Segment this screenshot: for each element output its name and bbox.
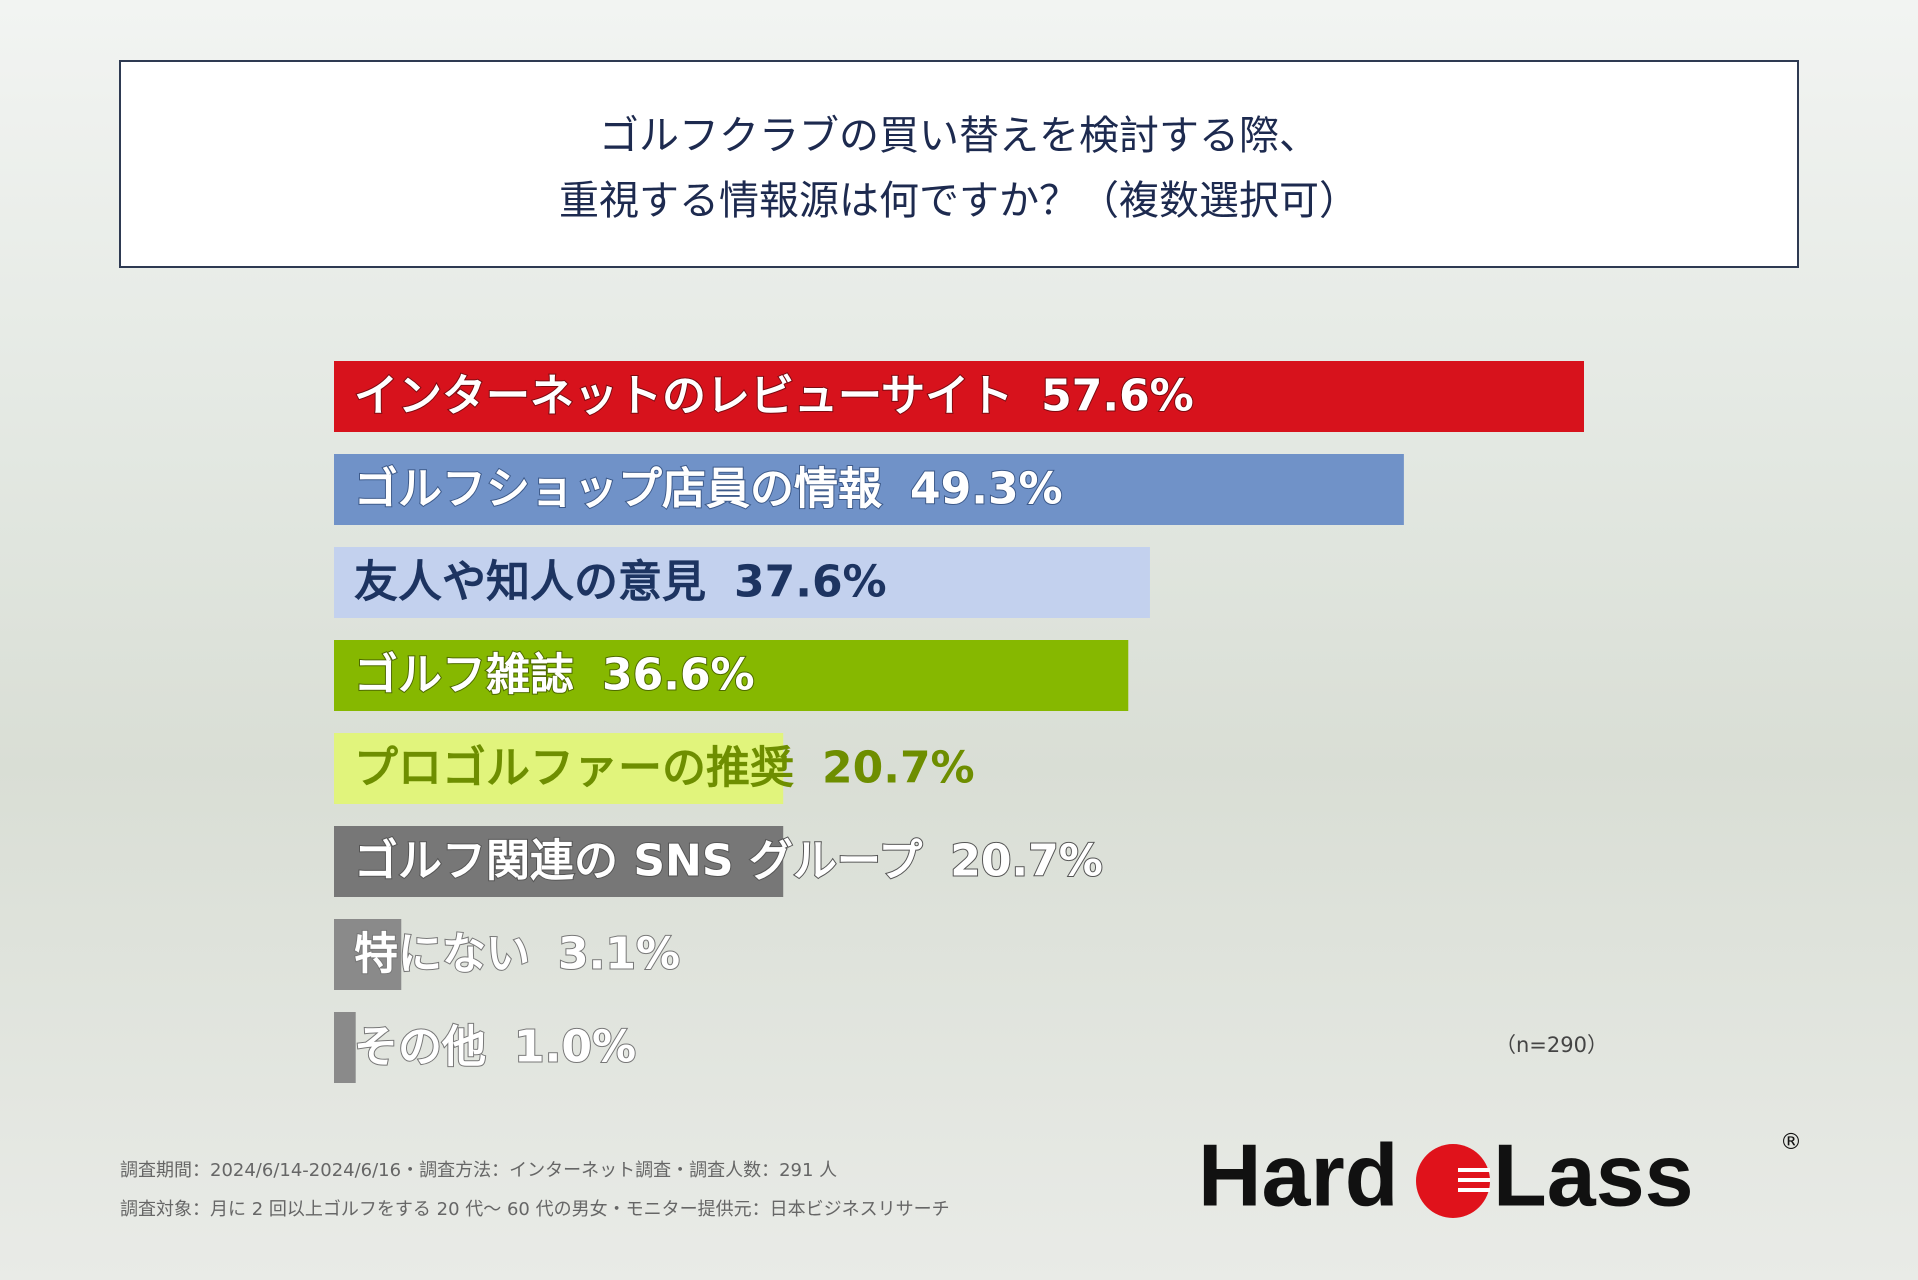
category-label: プロゴルファーの推奨: [354, 743, 794, 794]
value-label: 1.0%: [514, 1022, 636, 1073]
logo-text: Lass: [1493, 1125, 1694, 1224]
value-label: 37.6%: [734, 557, 887, 608]
category-label: その他: [354, 1022, 486, 1073]
category-label: ゴルフショップ店員の情報: [354, 464, 882, 515]
bar-label: 友人や知人の意見 37.6%: [354, 557, 887, 608]
category-label: ゴルフ雑誌: [354, 650, 574, 701]
footnote: 調査期間：2024/6/14-2024/6/16・調査方法：インターネット調査・…: [120, 1160, 837, 1181]
bar-label: ゴルフ雑誌 36.6%: [354, 650, 755, 701]
value-label: 20.7%: [950, 836, 1103, 887]
bar: [334, 733, 784, 804]
value-label: 3.1%: [558, 929, 680, 980]
bar: [334, 454, 1404, 525]
logo-circle: [1416, 1144, 1490, 1218]
bar: [334, 640, 1129, 711]
bar-label: その他 1.0%: [354, 1022, 636, 1073]
logo-stripes: [1458, 1168, 1490, 1192]
annotation: （n=290）: [1495, 1033, 1608, 1057]
footnote: 調査対象：月に 2 回以上ゴルフをする 20 代～ 60 代の男女・モニター提供…: [120, 1199, 950, 1220]
category-label: 友人や知人の意見: [354, 557, 706, 608]
chart-title: 重視する情報源は何ですか？（複数選択可）: [559, 178, 1359, 224]
logo-text: Hard: [1198, 1125, 1399, 1224]
value-label: 36.6%: [602, 650, 755, 701]
logo: Hard Lass ®: [1198, 1125, 1802, 1224]
bar: [334, 1012, 356, 1083]
category-label: インターネットのレビューサイト: [354, 371, 1013, 422]
category-label: 特にない: [354, 929, 530, 980]
bar: [334, 919, 402, 990]
logo-mark: ®: [1780, 1130, 1802, 1155]
bar-label: インターネットのレビューサイト 57.6%: [354, 371, 1194, 422]
value-label: 57.6%: [1041, 371, 1194, 422]
bar: [334, 826, 784, 897]
bar-label: ゴルフショップ店員の情報 49.3%: [354, 464, 1063, 515]
bar-label: プロゴルファーの推奨 20.7%: [354, 743, 975, 794]
category-label: ゴルフ関連の SNS グループ: [354, 836, 922, 887]
bar-label: 特にない 3.1%: [354, 929, 680, 980]
bar: [334, 547, 1150, 618]
chart-title: ゴルフクラブの買い替えを検討する際、: [599, 113, 1319, 159]
value-label: 20.7%: [822, 743, 975, 794]
title-box: [119, 60, 1799, 268]
value-label: 49.3%: [910, 464, 1063, 515]
bar: [334, 361, 1584, 432]
bar-label: ゴルフ関連の SNS グループ 20.7%: [354, 836, 1103, 887]
